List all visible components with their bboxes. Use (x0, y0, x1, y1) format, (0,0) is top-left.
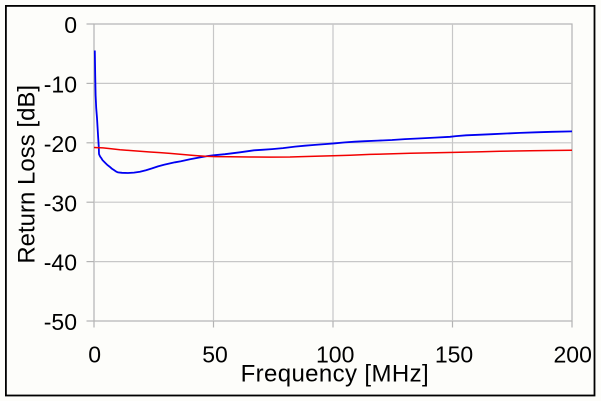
svg-text:Return Loss [dB]: Return Loss [dB] (13, 85, 40, 264)
svg-text:200: 200 (554, 342, 592, 368)
svg-text:-10: -10 (44, 72, 77, 98)
svg-text:100: 100 (316, 342, 354, 368)
svg-text:50: 50 (202, 342, 228, 368)
svg-text:Frequency [MHz]: Frequency [MHz] (241, 361, 429, 388)
svg-text:0: 0 (88, 342, 101, 368)
svg-text:-40: -40 (44, 250, 77, 276)
svg-text:-50: -50 (44, 309, 77, 335)
svg-text:-30: -30 (44, 190, 77, 216)
svg-text:150: 150 (435, 342, 473, 368)
svg-text:-20: -20 (44, 131, 77, 157)
svg-text:0: 0 (64, 12, 77, 38)
